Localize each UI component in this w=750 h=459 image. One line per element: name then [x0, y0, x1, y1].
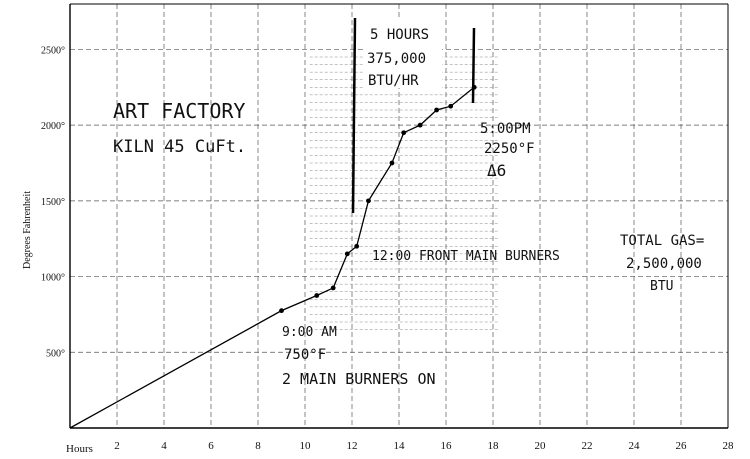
- y-tick-label: 2500°: [41, 45, 65, 56]
- start-time-annotation: 9:00 AM: [282, 325, 337, 340]
- x-tick-label: 2: [114, 440, 120, 452]
- burners-on-annotation: 2 MAIN BURNERS ON: [282, 370, 436, 388]
- rate-unit-annotation: BTU/HR: [368, 73, 419, 89]
- x-axis-label: Hours: [66, 443, 93, 455]
- data-point: [417, 122, 423, 128]
- y-tick-label: 1500°: [41, 197, 65, 208]
- x-tick-label: 26: [676, 440, 688, 452]
- data-point: [330, 285, 336, 291]
- x-tick-label: 16: [441, 440, 453, 452]
- duration-annotation: 5 HOURS: [370, 27, 429, 43]
- x-tick-label: 18: [488, 440, 500, 452]
- start-temp-annotation: 750°F: [284, 347, 326, 363]
- y-tick-label: 2000°: [41, 121, 65, 132]
- data-point: [279, 308, 284, 314]
- temperature-series: [69, 84, 477, 429]
- grid-lines: [70, 4, 729, 428]
- period-start-marker: [351, 17, 357, 214]
- noon-annotation: 12:00 FRONT MAIN BURNERS: [372, 249, 560, 264]
- title-annotation-line2: KILN 45 CuFt.: [113, 137, 246, 157]
- annotation-backing: [364, 20, 442, 88]
- total-gas-unit: BTU: [650, 279, 673, 294]
- x-tick-label: 4: [161, 440, 167, 452]
- data-point: [314, 293, 320, 298]
- x-tick-label: 12: [347, 440, 358, 452]
- rate-annotation: 375,000: [367, 51, 426, 67]
- x-tick-label: 22: [582, 440, 593, 452]
- data-point: [448, 103, 454, 109]
- total-gas-value: 2,500,000: [626, 256, 702, 272]
- axes: [69, 3, 729, 429]
- x-tick-label: 20: [535, 440, 547, 452]
- x-tick-label: 24: [629, 440, 641, 452]
- period-end-marker: [471, 27, 476, 104]
- y-axis-label: Degrees Fahrenheit: [22, 191, 33, 269]
- x-tick-label: 28: [723, 440, 735, 452]
- end-time-annotation: 5:00PM: [480, 121, 531, 137]
- y-tick-label: 1000°: [41, 273, 65, 284]
- data-point: [366, 198, 371, 204]
- data-point: [401, 130, 407, 136]
- x-tick-label: 6: [208, 440, 214, 452]
- data-point: [434, 107, 439, 113]
- cone-annotation: Δ6: [487, 161, 506, 180]
- total-gas-annotation: TOTAL GAS=: [620, 233, 704, 249]
- title-annotation-line1: ART FACTORY: [113, 99, 245, 123]
- x-tick-label: 8: [255, 440, 261, 452]
- end-temp-annotation: 2250°F: [484, 141, 535, 157]
- tick-labels: 2 4 6 8 10 12 14 16 18 20 22 24 26 28500°1000°1500°20…: [41, 45, 734, 452]
- data-point: [354, 243, 360, 249]
- hatched-region: [309, 56, 498, 330]
- data-point: [389, 160, 395, 166]
- data-point: [344, 251, 350, 257]
- x-tick-label: 14: [394, 440, 406, 452]
- x-tick-label: 10: [300, 440, 312, 452]
- y-tick-label: 500°: [46, 348, 65, 359]
